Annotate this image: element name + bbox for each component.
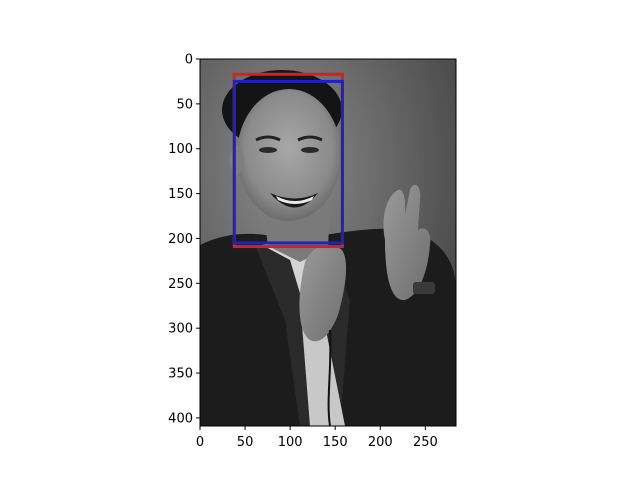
x-tick-label: 0 [196, 435, 204, 450]
axes-frame [199, 58, 457, 427]
y-axis-ticks: 0 50 100 150 200 250 300 350 400 [168, 53, 200, 426]
y-tick-label: 150 [168, 187, 193, 202]
y-tick-label: 0 [185, 53, 193, 68]
y-tick-label: 400 [168, 411, 193, 426]
x-tick-label: 50 [237, 435, 254, 450]
y-tick-label: 200 [168, 232, 193, 247]
y-tick-label: 350 [168, 367, 193, 382]
bounding-boxes [232, 72, 344, 249]
y-tick-label: 250 [168, 277, 193, 292]
x-tick-label: 100 [278, 435, 303, 450]
photo-image [200, 59, 456, 426]
bounding-box-2 [232, 79, 344, 245]
y-tick-label: 50 [176, 97, 193, 112]
x-tick-label: 200 [368, 435, 393, 450]
x-axis-ticks: 0 50 100 150 200 250 [196, 426, 438, 450]
x-tick-label: 150 [323, 435, 348, 450]
y-tick-label: 300 [168, 322, 193, 337]
y-tick-label: 100 [168, 142, 193, 157]
x-tick-label: 250 [413, 435, 438, 450]
